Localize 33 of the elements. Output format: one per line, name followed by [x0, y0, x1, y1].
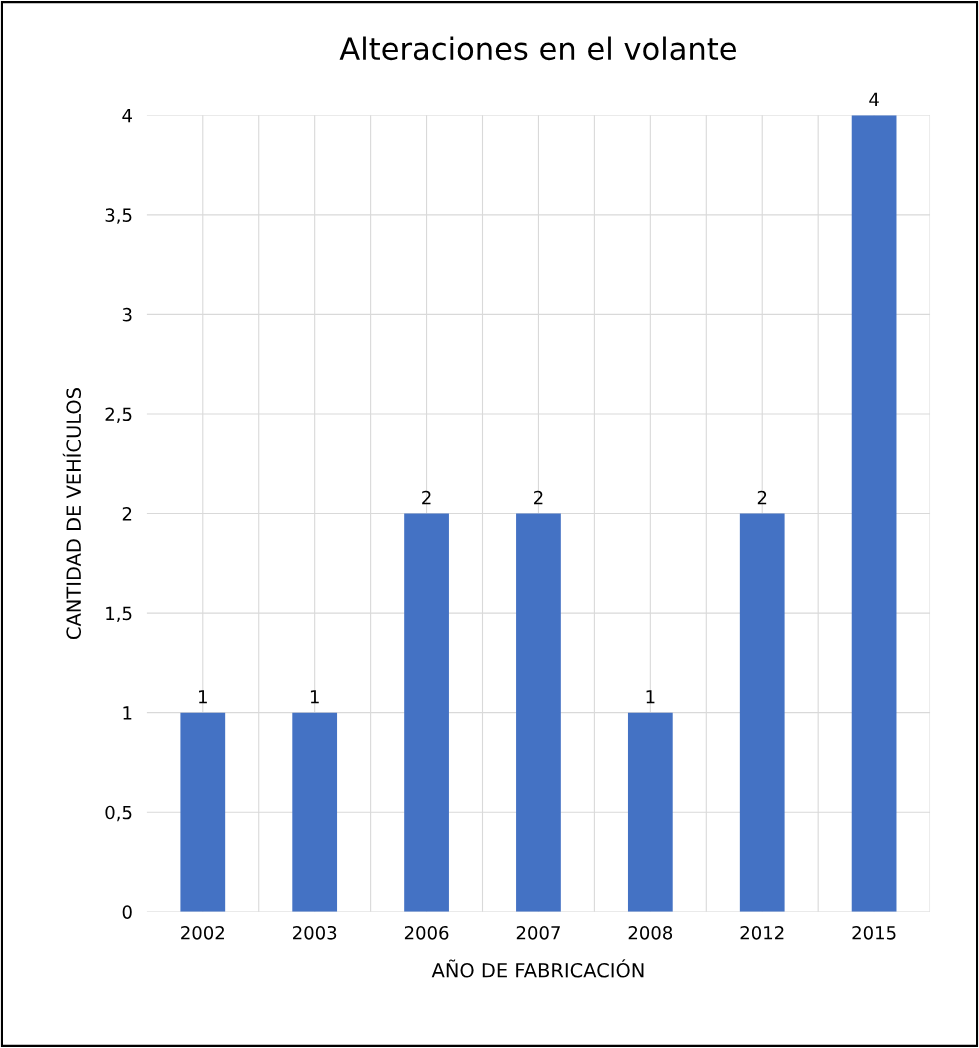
bar	[627, 712, 673, 912]
data-label: 1	[199, 690, 207, 704]
y-tick-label: 1,5	[106, 606, 132, 623]
y-tick-label: 3,5	[105, 208, 132, 224]
chart-title: Alteraciones en el volante	[339, 36, 736, 61]
x-tick-label: 2015	[852, 925, 896, 940]
data-label: 1	[646, 690, 655, 704]
data-label: 4	[869, 92, 879, 106]
x-tick-label: 2002	[181, 925, 224, 940]
x-tick-label: 2007	[516, 925, 560, 940]
data-label: 1	[310, 690, 319, 704]
bar	[180, 712, 226, 912]
y-tick-label: 3	[122, 307, 132, 322]
bar	[404, 513, 449, 912]
bar	[516, 513, 561, 912]
x-axis-title: AÑO DE FABRICACIÓN	[431, 959, 644, 978]
x-tick-label: 2003	[293, 925, 337, 940]
bar	[851, 115, 897, 912]
bar	[292, 712, 338, 912]
x-tick-label: 2012	[740, 925, 784, 940]
data-label: 2	[422, 490, 431, 505]
data-label: 2	[757, 490, 767, 505]
bar	[739, 513, 785, 912]
y-tick-label: 0	[122, 905, 132, 919]
data-label: 2	[534, 490, 543, 505]
x-tick-label: 2006	[404, 925, 449, 940]
y-axis-title: CANTIDAD DE VEHÍCULOS	[62, 388, 82, 639]
y-tick-label: 2	[122, 506, 132, 521]
y-tick-label: 0,5	[105, 805, 132, 822]
x-tick-label: 2008	[628, 925, 673, 940]
y-tick-label: 2,5	[105, 407, 132, 423]
y-tick-label: 1	[123, 706, 132, 720]
y-tick-label: 4	[122, 108, 132, 123]
